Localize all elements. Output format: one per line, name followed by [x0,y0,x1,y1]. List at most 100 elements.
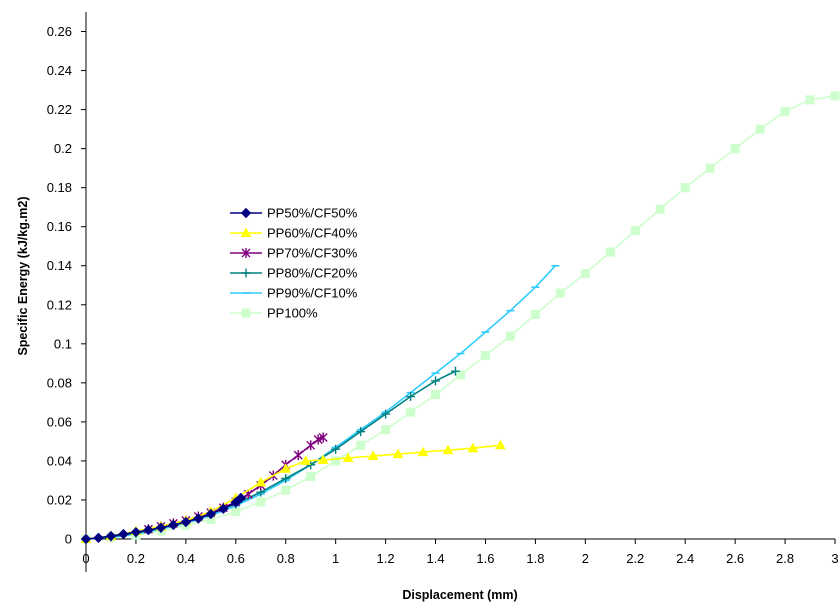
data-point-pp50-cf50- [180,516,192,528]
data-point-pp100- [331,456,341,466]
data-point-pp100- [306,472,316,482]
y-tick-label: 0.02 [47,492,72,507]
x-tick-label: 1.8 [526,551,544,566]
legend-item-pp80-cf20-: PP80%/CF20% [230,266,358,281]
x-tick-label: 2 [582,551,589,566]
chart-axes [85,12,835,572]
legend-swatch-marker [241,248,251,258]
data-point-pp50-cf50- [168,519,179,531]
y-tick-label: 0.08 [47,375,72,390]
x-tick-label: 0 [82,551,89,566]
data-point-pp100- [406,407,416,417]
data-point-pp60-cf40- [300,455,312,465]
data-point-pp100- [456,370,465,380]
legend-swatch-marker [240,207,252,219]
data-point-pp100- [780,107,790,117]
data-point-pp50-cf50- [193,513,204,524]
x-tick-label: 1.4 [426,551,444,566]
y-tick-label: 0.16 [47,219,72,234]
data-point-pp100- [655,204,665,214]
data-point-pp60-cf40- [495,439,506,450]
legend: PP50%/CF50% PP60%/CF40% PP70%/CF30% PP80%/C… [230,206,358,321]
data-point-pp80-cf20- [406,392,416,402]
legend-label: PP100% [267,306,318,321]
data-point-pp60-cf40- [392,448,404,459]
legend-item-pp100-: PP100% [230,306,318,321]
x-tick-label: 2.4 [676,551,694,566]
data-point-pp100- [730,144,740,154]
data-point-pp50-cf50- [105,530,117,542]
series-pp100- [81,91,840,544]
y-tick-label: 0.24 [47,63,72,78]
y-tick-label: 0.2 [54,141,72,156]
legend-item-pp90-cf10-: PP90%/CF10% [230,286,358,301]
series-line-pp90-cf10- [85,265,556,540]
data-point-pp100- [680,183,690,193]
legend-label: PP60%/CF40% [267,226,358,241]
data-point-pp50-cf50- [130,526,142,538]
y-tick-label: 0 [65,532,72,547]
y-tick-label: 0.22 [47,102,72,117]
legend-item-pp50-cf50-: PP50%/CF50% [230,206,358,221]
data-point-pp60-cf40- [367,450,379,461]
x-tick-label: 1 [332,551,339,566]
x-tick-label: 1.6 [476,551,494,566]
data-point-pp50-cf50- [80,533,92,545]
data-point-pp50-cf50- [155,522,167,533]
data-point-pp100- [605,247,615,257]
data-point-pp80-cf20- [381,409,391,419]
series-line-pp100- [85,95,836,540]
data-point-pp80-cf20- [431,376,441,386]
data-point-pp70-cf30- [313,434,323,445]
data-point-pp100- [630,226,640,236]
legend-label: PP50%/CF50% [267,206,358,221]
data-point-pp70-cf30- [306,440,316,451]
x-axis-ticks: 0 0.2 0.4 0.6 0.8 1 1.2 1.4 1.6 1.8 2 2.2 2.4 2.6 2.8 3 [82,539,839,566]
data-point-pp100- [356,440,366,450]
y-axis-title: Specific Energy (kJ/kg.m2) [16,196,30,355]
data-point-pp60-cf40- [255,476,267,487]
y-tick-label: 0.06 [47,414,72,429]
legend-swatch-marker [241,308,251,318]
x-tick-label: 2.6 [726,551,744,566]
series-pp90-cf10- [82,264,560,540]
data-point-pp60-cf40- [342,452,354,462]
data-point-pp100- [555,288,565,298]
y-tick-label: 0.14 [47,258,72,273]
data-point-pp100- [256,497,266,507]
y-tick-label: 0.04 [47,453,72,468]
legend-swatch-marker [240,227,252,237]
data-point-pp50-cf50- [218,503,229,514]
y-axis-ticks: 0 0.02 0.04 0.06 0.08 0.1 0.12 0.14 0.16 0.18 0.2 0… [47,24,86,547]
data-point-pp50-cf50- [205,508,217,520]
y-tick-label: 0.26 [47,24,72,39]
data-point-pp50-cf50- [235,492,247,504]
data-point-pp60-cf40- [317,454,329,464]
legend-item-pp60-cf40-: PP60%/CF40% [230,226,358,241]
data-point-pp100- [830,91,840,101]
data-point-pp80-cf20- [356,427,366,437]
x-tick-label: 0.8 [277,551,295,566]
data-point-pp60-cf40- [442,444,454,455]
data-point-pp70-cf30- [293,450,303,461]
legend-label: PP90%/CF10% [267,286,358,301]
data-point-pp60-cf40- [417,446,429,457]
data-point-pp100- [580,269,590,279]
y-tick-label: 0.12 [47,297,72,312]
legend-swatch-marker [241,268,251,278]
data-point-pp50-cf50- [118,528,129,540]
data-point-pp100- [231,507,241,517]
x-tick-label: 3 [831,551,838,566]
data-point-pp100- [705,163,715,173]
x-tick-label: 0.2 [127,551,145,566]
y-tick-label: 0.18 [47,180,72,195]
data-point-pp100- [431,390,441,400]
data-point-pp80-cf20- [331,444,341,454]
x-axis-title: Displacement (mm) [402,588,517,602]
series-pp80-cf20- [81,366,461,544]
data-point-pp50-cf50- [143,524,154,536]
data-point-pp50-cf50- [93,532,104,544]
legend-label: PP70%/CF30% [267,246,358,261]
data-point-pp60-cf40- [467,442,479,453]
